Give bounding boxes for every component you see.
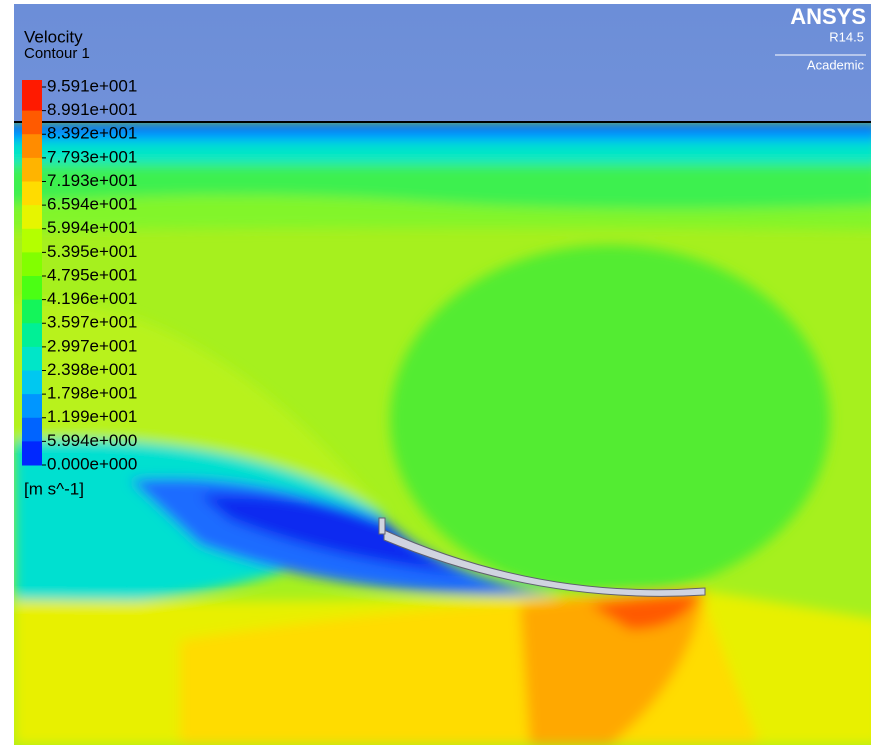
legend-band xyxy=(22,205,42,229)
legend-label: 7.193e+001 xyxy=(47,171,137,190)
legend-label: 2.398e+001 xyxy=(47,360,137,379)
legend-band xyxy=(22,134,42,158)
legend-label: 0.000e+000 xyxy=(47,454,137,473)
legend-band xyxy=(22,323,42,347)
legend-band xyxy=(22,371,42,395)
legend: 9.591e+001 8.991e+001 8.392e+001 7.793e+001… xyxy=(22,76,137,473)
legend-label: 5.395e+001 xyxy=(47,242,137,261)
logo-version: R14.5 xyxy=(829,29,864,44)
legend-label: 9.591e+001 xyxy=(47,76,137,95)
legend-label: 2.997e+001 xyxy=(47,336,137,355)
legend-label: 7.793e+001 xyxy=(47,147,137,166)
legend-label: 4.196e+001 xyxy=(47,289,137,308)
viewport: Velocity Contour 1 [m s^-1] ANSYS R14.5 … xyxy=(0,0,881,754)
legend-label: 5.994e+001 xyxy=(47,218,137,237)
legend-band xyxy=(22,182,42,206)
legend-label: 3.597e+001 xyxy=(47,313,137,332)
logo-license: Academic xyxy=(807,57,865,72)
legend-band xyxy=(22,394,42,418)
legend-title: Velocity xyxy=(24,27,83,46)
legend-band xyxy=(22,158,42,182)
legend-band xyxy=(22,252,42,276)
logo-brand: ANSYS xyxy=(790,4,866,29)
legend-label: 8.991e+001 xyxy=(47,100,137,119)
legend-label: 8.392e+001 xyxy=(47,124,137,143)
legend-band xyxy=(22,347,42,371)
legend-band xyxy=(22,418,42,442)
legend-label: 4.795e+001 xyxy=(47,265,137,284)
legend-band xyxy=(22,441,42,465)
legend-label: 1.798e+001 xyxy=(47,384,137,403)
screen: Velocity Contour 1 [m s^-1] ANSYS R14.5 … xyxy=(0,0,881,754)
legend-label: 1.199e+001 xyxy=(47,407,137,426)
legend-band xyxy=(22,80,42,111)
legend-label: 5.994e+000 xyxy=(47,431,137,450)
legend-subtitle: Contour 1 xyxy=(24,45,90,62)
legend-band xyxy=(22,300,42,324)
legend-unit: [m s^-1] xyxy=(24,479,84,498)
legend-band xyxy=(22,229,42,253)
legend-label: 6.594e+001 xyxy=(47,195,137,214)
legend-band xyxy=(22,276,42,300)
legend-band xyxy=(22,111,42,135)
